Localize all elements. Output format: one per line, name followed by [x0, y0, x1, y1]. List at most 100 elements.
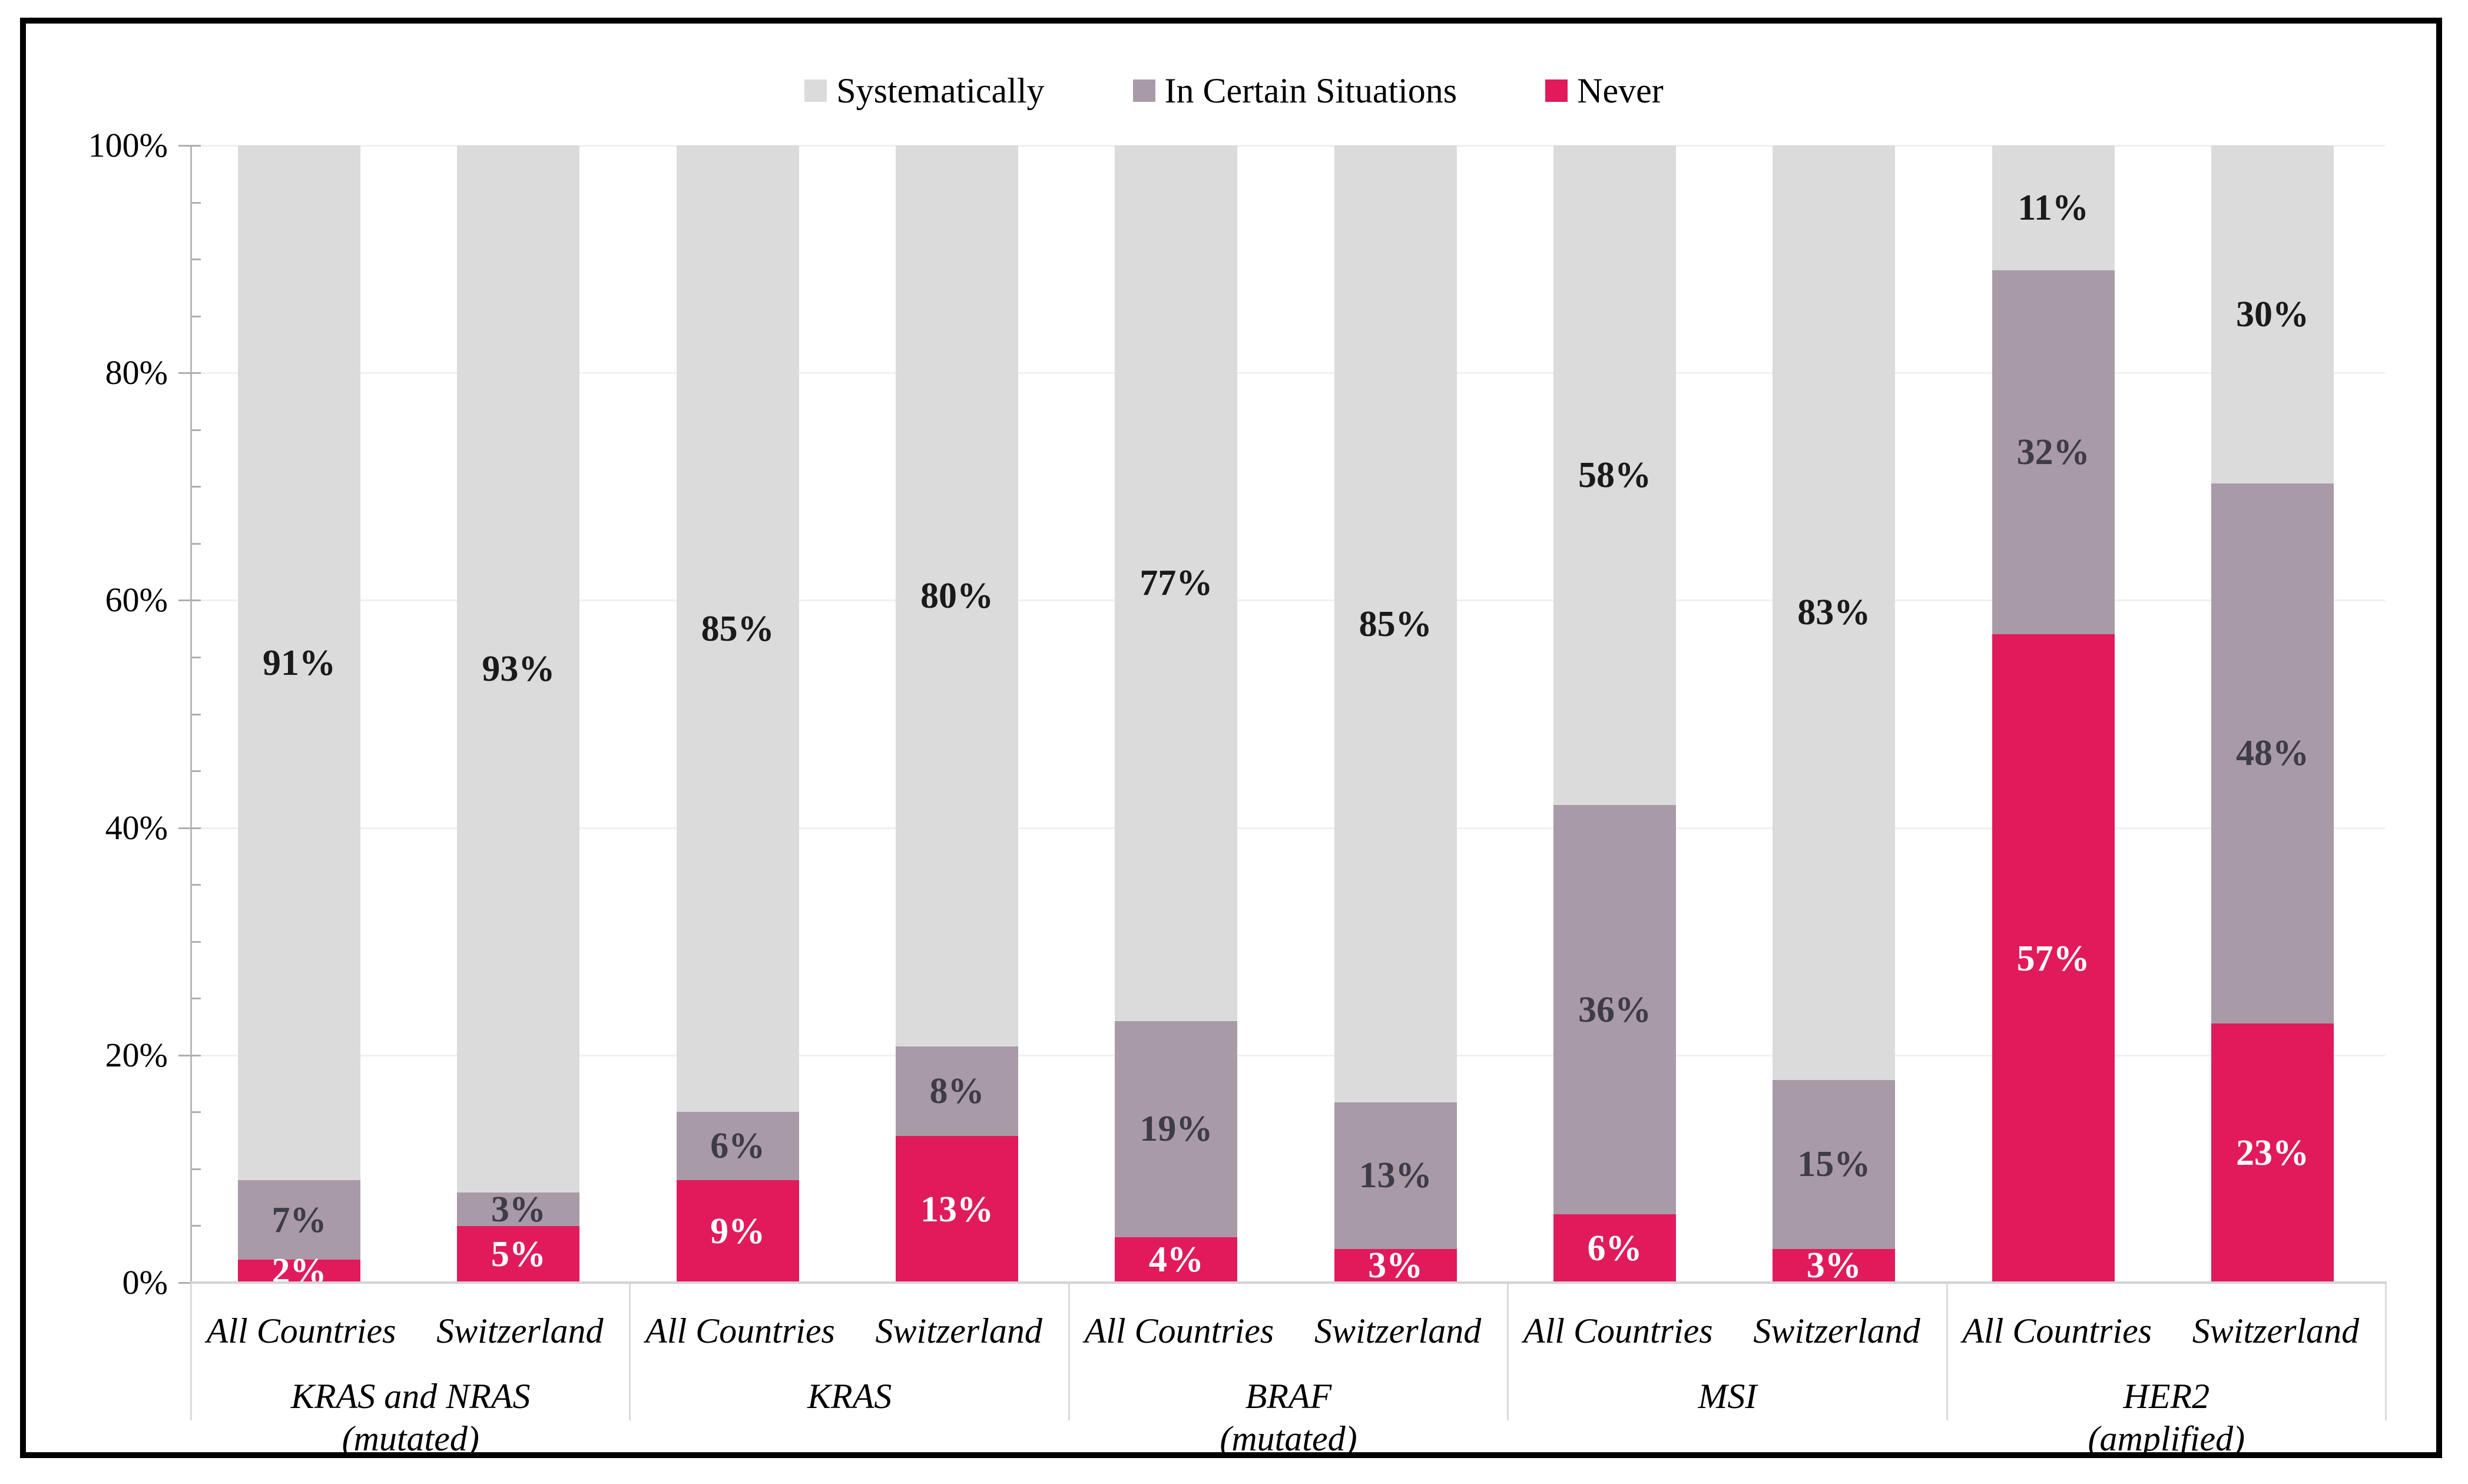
bar-segment-in-certain-situations: 13%: [1334, 1102, 1457, 1249]
category-axis-area: All Countries Switzerland KRAS and NRAS (mu…: [190, 1284, 2387, 1458]
bar-kras-and-nras-all-countries: 2% 7% 91%: [238, 145, 360, 1290]
bar-segment-never: 3%: [1773, 1246, 1896, 1286]
gridline-40: [192, 827, 2385, 829]
y-major-tick-80: [178, 372, 201, 375]
segment-value-label: 15%: [1797, 1144, 1871, 1185]
segment-value-label: 3%: [491, 1189, 546, 1230]
segment-value-label: 4%: [1148, 1240, 1204, 1280]
y-major-tick-0: [178, 1282, 201, 1284]
segment-value-label: 30%: [2235, 294, 2309, 334]
y-minor-tick-10: [192, 1168, 201, 1170]
y-minor-tick-45: [192, 770, 201, 773]
gridline-20: [192, 1054, 2385, 1056]
segment-value-label: 13%: [920, 1189, 993, 1230]
group-name-line1: HER2: [2123, 1377, 2210, 1416]
legend-swatch-in-certain-situations: [1132, 80, 1155, 102]
x-axis-line: [190, 1281, 2387, 1284]
bar-braf-switzerland: 3% 13% 85%: [1334, 145, 1457, 1284]
y-minor-tick-50: [192, 713, 201, 716]
bar-msi-switzerland: 3% 15% 83%: [1773, 145, 1896, 1286]
segment-value-label: 23%: [2235, 1133, 2309, 1174]
y-major-tick-40: [178, 827, 201, 829]
segment-value-label: 48%: [2235, 733, 2309, 774]
bar-braf-all-countries: 4% 19% 77%: [1115, 145, 1238, 1283]
segment-value-label: 9%: [710, 1211, 766, 1252]
bar-segment-never: 2%: [238, 1253, 360, 1290]
legend-swatch-systematically: [804, 80, 827, 102]
legend: Systematically In Certain Situations Never: [0, 69, 2468, 112]
y-axis-tick-label: 0%: [122, 1263, 168, 1301]
bar-segment-in-certain-situations: 36%: [1553, 804, 1676, 1215]
category-pair-row: All Countries Switzerland: [1948, 1310, 2385, 1352]
segment-value-label: 3%: [1806, 1246, 1861, 1286]
bar-segment-systematically: 91%: [238, 145, 360, 1181]
bar-segment-never: 23%: [2211, 1023, 2334, 1283]
category-label: Switzerland: [436, 1311, 604, 1350]
group-name-line1: MSI: [1698, 1377, 1757, 1416]
bar-segment-in-certain-situations: 7%: [238, 1180, 360, 1260]
category-pair-row: All Countries Switzerland: [1070, 1310, 1507, 1352]
bar-segment-never: 9%: [676, 1180, 799, 1283]
group-name-label: MSI: [1509, 1376, 1946, 1417]
category-group-msi: All Countries Switzerland MSI: [1509, 1284, 1948, 1420]
segment-value-label: 91%: [263, 642, 336, 683]
gridline-60: [192, 599, 2385, 602]
y-axis-tick-label: 20%: [105, 1035, 168, 1074]
category-label: All Countries: [1523, 1311, 1713, 1350]
bar-segment-systematically: 85%: [1334, 145, 1457, 1103]
bar-segment-never: 57%: [1992, 634, 2115, 1283]
segment-value-label: 77%: [1139, 563, 1213, 604]
legend-label: Systematically: [836, 71, 1045, 110]
segment-value-label: 19%: [1139, 1109, 1213, 1150]
y-minor-tick-15: [192, 1111, 201, 1114]
bar-segment-in-certain-situations: 6%: [676, 1112, 799, 1181]
bar-segment-never: 4%: [1115, 1237, 1238, 1283]
segment-value-label: 85%: [701, 608, 774, 649]
category-label: All Countries: [206, 1311, 396, 1350]
legend-item-never: Never: [1545, 69, 1664, 112]
group-name-label: KRAS: [631, 1376, 1068, 1417]
gridline-100: [192, 145, 2385, 147]
category-pair-row: All Countries Switzerland: [631, 1310, 1068, 1352]
category-label: Switzerland: [1314, 1311, 1482, 1350]
group-name-line1: BRAF: [1245, 1377, 1332, 1416]
category-group-kras: All Countries Switzerland KRAS: [631, 1284, 1070, 1420]
y-minor-tick-55: [192, 656, 201, 658]
bar-kras-all-countries: 9% 6% 85%: [676, 145, 799, 1283]
bar-segment-never: 3%: [1334, 1247, 1457, 1284]
segment-value-label: 11%: [2018, 188, 2089, 228]
y-axis-line: [190, 145, 192, 1284]
segment-value-label: 7%: [271, 1200, 327, 1240]
y-minor-tick-90: [192, 259, 201, 261]
segment-value-label: 5%: [491, 1234, 546, 1275]
y-minor-tick-65: [192, 542, 201, 545]
bar-segment-systematically: 85%: [676, 145, 799, 1112]
bar-segment-in-certain-situations: 8%: [895, 1046, 1018, 1137]
bars-plot-area: 2% 7% 91% 5% 3% 93% 9% 6% 85% 13% 8% 80% 4% 19% 77% 3% 1…: [192, 145, 2385, 1290]
category-group-kras-and-nras: All Countries Switzerland KRAS and NRAS (mu…: [190, 1284, 631, 1458]
bar-segment-systematically: 80%: [895, 145, 1018, 1046]
legend-item-in-certain-situations: In Certain Situations: [1132, 69, 1457, 112]
y-minor-tick-95: [192, 201, 201, 204]
segment-value-label: 8%: [929, 1071, 985, 1111]
bar-segment-in-certain-situations: 3%: [457, 1189, 580, 1230]
bar-kras-and-nras-switzerland: 5% 3% 93%: [457, 145, 580, 1283]
bar-msi-all-countries: 6% 36% 58%: [1553, 145, 1676, 1283]
group-name-label: BRAF (mutated): [1070, 1376, 1507, 1460]
segment-value-label: 80%: [920, 575, 993, 616]
y-major-tick-100: [178, 145, 201, 147]
legend-item-systematically: Systematically: [804, 69, 1045, 112]
legend-swatch-never: [1545, 80, 1568, 102]
segment-value-label: 57%: [2016, 938, 2090, 979]
segment-value-label: 32%: [2016, 432, 2090, 473]
y-minor-tick-30: [192, 940, 201, 943]
category-pair-row: All Countries Switzerland: [1509, 1310, 1946, 1352]
segment-value-label: 93%: [482, 649, 555, 690]
bar-her2-switzerland: 23% 48% 30%: [2211, 145, 2334, 1283]
y-minor-tick-35: [192, 884, 201, 886]
y-axis-tick-label: 80%: [105, 353, 168, 392]
bar-segment-systematically: 30%: [2211, 145, 2334, 483]
bar-segment-in-certain-situations: 48%: [2211, 483, 2334, 1024]
bar-segment-systematically: 77%: [1115, 145, 1238, 1021]
